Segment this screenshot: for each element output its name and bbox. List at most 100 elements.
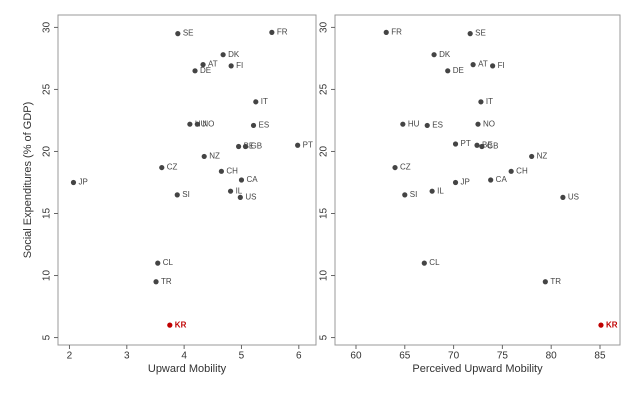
x-tick-label: 70 <box>448 351 460 362</box>
point <box>452 141 459 147</box>
point <box>392 164 398 171</box>
x-tick-label: 6 <box>296 351 302 362</box>
y-tick-label: 5 <box>319 334 330 340</box>
y-tick-label: 10 <box>319 270 330 282</box>
point <box>200 62 206 68</box>
point-label: TR <box>161 277 172 286</box>
point-label: GB <box>250 142 262 151</box>
point <box>153 279 159 285</box>
y-tick-label: 30 <box>319 21 330 33</box>
y-tick-label: 15 <box>319 207 330 219</box>
point <box>187 121 193 127</box>
point-label: IT <box>486 97 493 106</box>
point-label: SE <box>183 29 194 38</box>
point <box>253 99 259 105</box>
point-label: NO <box>483 119 495 128</box>
x-axis-label: Perceived Upward Mobility <box>412 363 543 375</box>
point <box>175 31 181 37</box>
point <box>201 153 207 160</box>
point-label: TR <box>550 277 561 286</box>
point <box>228 63 234 69</box>
point <box>269 29 275 35</box>
point-label: FR <box>277 27 288 36</box>
x-tick-label: 85 <box>594 351 606 362</box>
point-label: GB <box>487 142 499 151</box>
point-label: FR <box>391 27 402 36</box>
point <box>470 62 476 68</box>
point <box>424 122 430 129</box>
y-tick-label: 20 <box>42 145 53 157</box>
point-label: IT <box>261 97 268 106</box>
point-label: AT <box>208 60 218 69</box>
point <box>400 121 406 127</box>
point-label: DE <box>200 66 211 75</box>
y-tick-label: 10 <box>42 270 53 282</box>
x-tick-label: 75 <box>497 351 509 362</box>
point <box>383 29 389 35</box>
point-label: CA <box>496 175 508 184</box>
point <box>70 179 77 186</box>
point-label: HU <box>408 119 420 128</box>
y-tick-label: 25 <box>42 83 53 95</box>
point <box>236 143 242 150</box>
plot-area <box>334 14 621 346</box>
point <box>542 279 548 285</box>
point-label: ES <box>259 121 270 130</box>
point-label: DK <box>228 50 240 59</box>
point-label: SE <box>475 29 486 38</box>
x-tick-label: 5 <box>239 351 245 362</box>
point <box>529 153 535 160</box>
x-tick-label: 2 <box>67 351 73 362</box>
point <box>237 194 243 200</box>
point <box>295 142 301 148</box>
y-tick-label: 25 <box>319 83 330 95</box>
y-tick-label: 30 <box>42 21 53 33</box>
point <box>431 52 437 58</box>
point-label: ES <box>432 121 443 130</box>
point-label: BE <box>482 140 493 149</box>
point <box>250 122 257 129</box>
point-label: IL <box>236 186 243 195</box>
point-label: KR <box>175 320 187 329</box>
point-label: SI <box>182 190 190 199</box>
y-tick-label: 15 <box>42 207 53 219</box>
point-label: IL <box>437 186 444 195</box>
x-tick-label: 4 <box>181 351 187 362</box>
point-label: BE <box>244 142 255 151</box>
point <box>194 121 200 127</box>
point <box>467 31 473 37</box>
point <box>421 260 427 266</box>
point-label: PT <box>303 140 313 149</box>
point <box>488 177 494 183</box>
point <box>174 192 180 198</box>
point-label: NO <box>202 119 214 128</box>
point <box>242 143 249 150</box>
point <box>159 164 165 171</box>
point-label: KR <box>606 320 618 329</box>
point <box>508 168 514 174</box>
point <box>429 188 435 194</box>
y-tick-label: 20 <box>319 145 330 157</box>
point <box>452 179 459 186</box>
point <box>479 143 485 150</box>
plot-area <box>57 14 317 346</box>
point <box>402 192 408 198</box>
point <box>560 194 566 200</box>
point-label: JP <box>78 178 87 187</box>
x-tick-label: 65 <box>399 351 411 362</box>
point <box>218 168 224 174</box>
x-axis-label: Upward Mobility <box>148 363 227 375</box>
point <box>474 142 480 148</box>
point-label: CZ <box>400 163 411 172</box>
point-label: US <box>568 192 579 201</box>
y-tick-label: 5 <box>42 334 53 340</box>
point-label: CZ <box>167 163 178 172</box>
point <box>475 121 481 127</box>
point-label: PT <box>461 139 471 148</box>
point <box>167 322 173 328</box>
point <box>598 322 604 328</box>
y-axis-label: Social Expenditures (% of GDP) <box>22 102 34 259</box>
point <box>155 260 161 266</box>
point-label: CL <box>429 258 440 267</box>
